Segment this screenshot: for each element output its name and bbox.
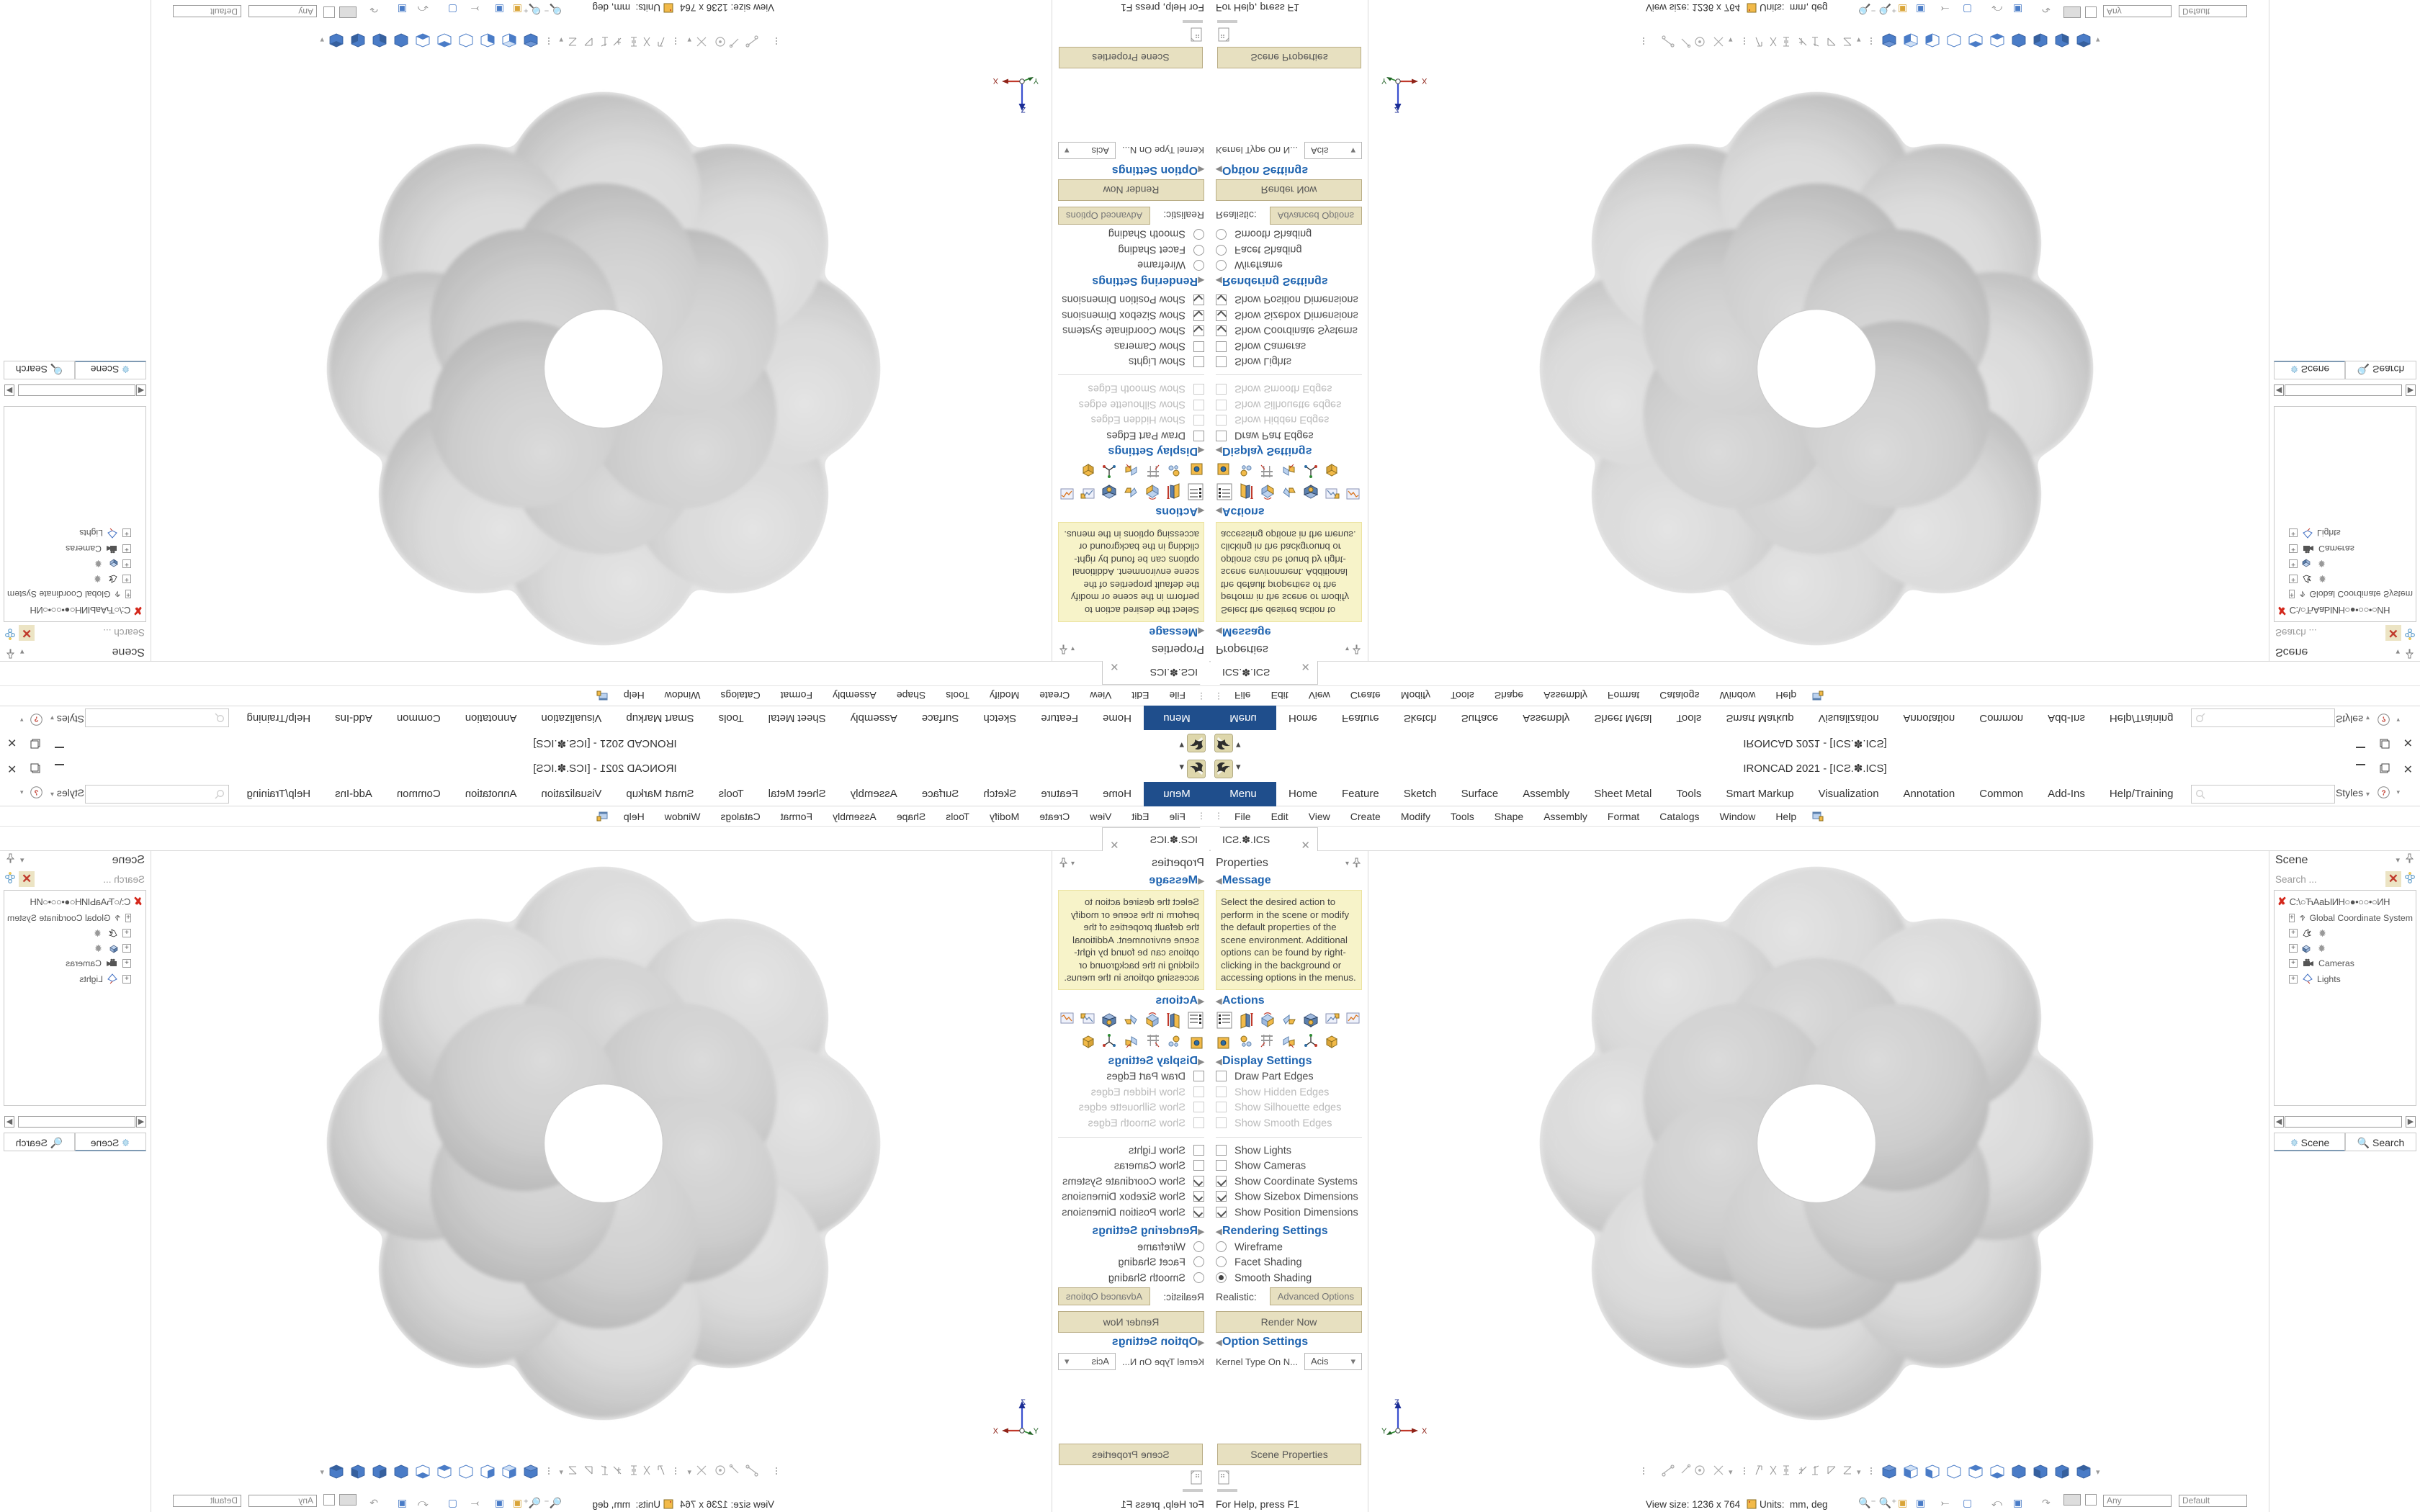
- svg-text:X: X: [992, 1427, 998, 1436]
- svg-text:Y: Y: [1033, 1427, 1039, 1436]
- svg-text:?: ?: [34, 715, 38, 723]
- svg-text:Z: Z: [1021, 105, 1026, 113]
- svg-text:?: ?: [2381, 790, 2385, 798]
- svg-text:X: X: [1422, 1427, 1428, 1436]
- svg-text:?: ?: [34, 790, 38, 798]
- svg-text:Y: Y: [1033, 76, 1039, 85]
- svg-text:Y: Y: [1381, 76, 1387, 85]
- svg-text:X: X: [992, 76, 998, 85]
- svg-text:Z: Z: [1021, 1399, 1026, 1407]
- svg-text:Z: Z: [1394, 105, 1399, 113]
- svg-text:?: ?: [2381, 715, 2385, 723]
- svg-text:Z: Z: [1394, 1399, 1399, 1407]
- svg-text:Y: Y: [1381, 1427, 1387, 1436]
- svg-text:X: X: [1422, 76, 1428, 85]
